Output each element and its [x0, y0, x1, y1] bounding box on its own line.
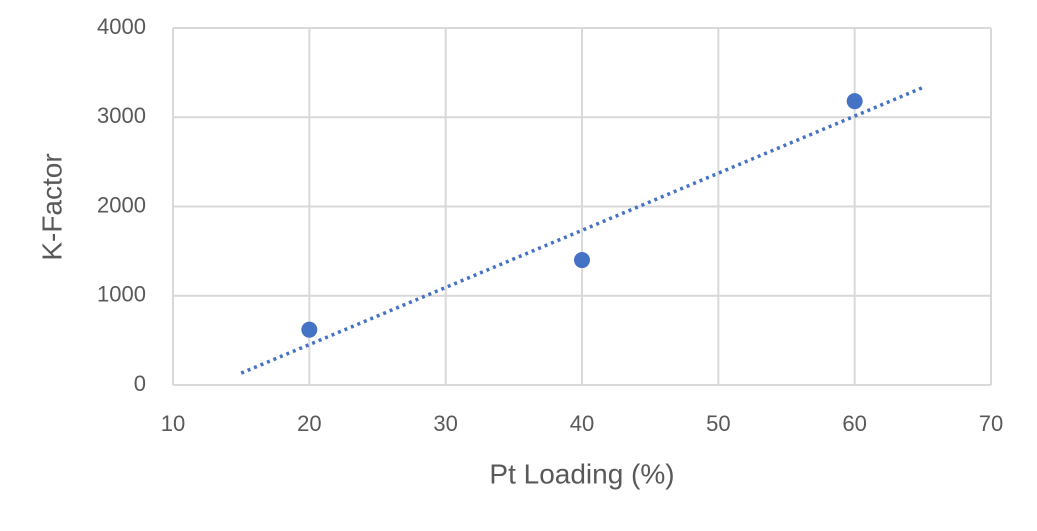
y-axis-title: K-Factor	[36, 153, 67, 260]
y-tick-label: 1000	[97, 282, 146, 307]
x-tick-label: 50	[706, 411, 730, 436]
y-tick-label: 2000	[97, 192, 146, 217]
data-point	[846, 93, 863, 110]
x-tick-label: 10	[161, 411, 185, 436]
x-tick-label: 70	[979, 411, 1003, 436]
y-tick-label: 4000	[97, 14, 146, 39]
x-tick-label: 20	[297, 411, 321, 436]
x-tick-label: 60	[842, 411, 866, 436]
data-point	[301, 321, 318, 338]
x-tick-label: 30	[433, 411, 457, 436]
y-tick-label: 0	[134, 371, 146, 396]
x-axis-title: Pt Loading (%)	[489, 458, 674, 489]
y-tick-label: 3000	[97, 103, 146, 128]
data-point	[574, 252, 590, 269]
x-tick-label: 40	[570, 411, 594, 436]
